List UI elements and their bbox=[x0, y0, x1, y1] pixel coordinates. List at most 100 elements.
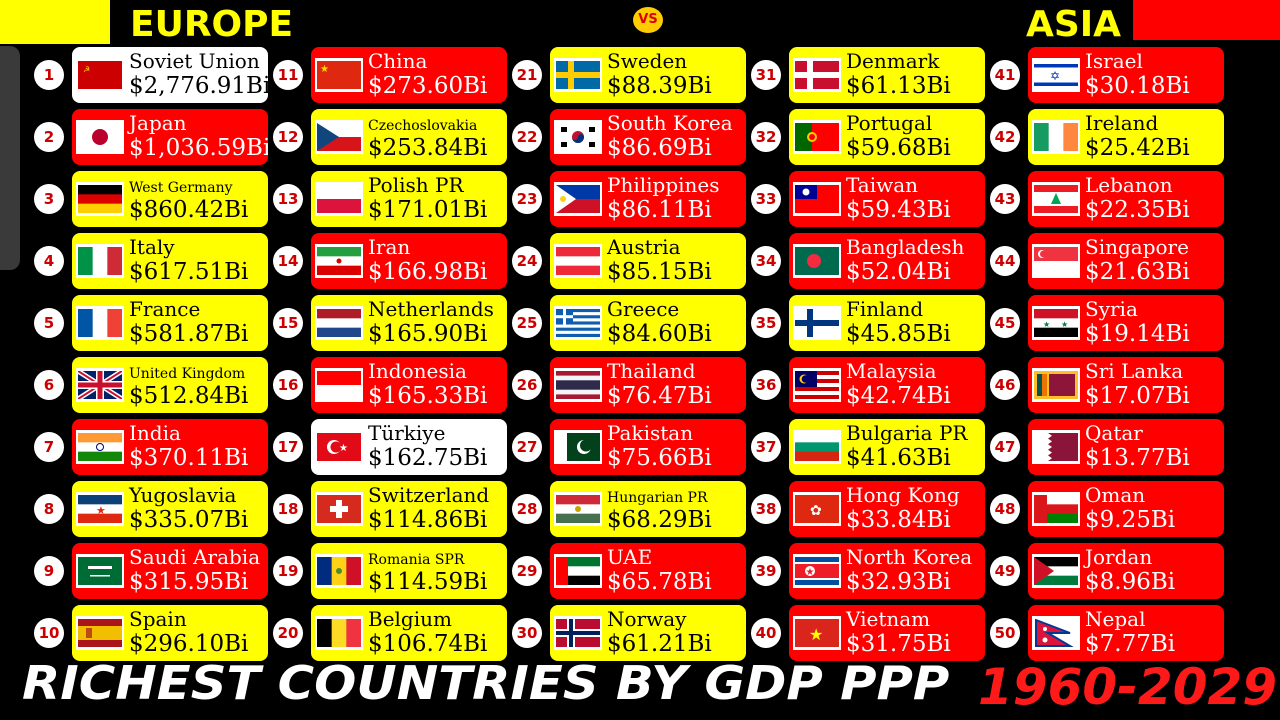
ranking-row: 13 Polish PR $171.01Bi bbox=[273, 171, 507, 227]
gdp-value: $860.42Bi bbox=[129, 197, 249, 223]
yugoslavia-flag-icon: ★ bbox=[76, 492, 124, 526]
country-name: Austria bbox=[607, 235, 681, 259]
rank-badge: 45 bbox=[990, 308, 1020, 338]
country-card: ✿ Hong Kong $33.84Bi bbox=[789, 481, 985, 537]
rank-badge: 10 bbox=[34, 618, 64, 648]
country-name: Soviet Union bbox=[129, 49, 260, 73]
gdp-value: $8.96Bi bbox=[1085, 569, 1176, 595]
country-name: United Kingdom bbox=[129, 366, 246, 382]
country-name: UAE bbox=[607, 545, 653, 569]
ranking-row: 35 Finland $45.85Bi bbox=[751, 295, 985, 351]
rank-badge: 50 bbox=[990, 618, 1020, 648]
rank-badge: 1 bbox=[34, 60, 64, 90]
rank-badge: 40 bbox=[751, 618, 781, 648]
country-name: Yugoslavia bbox=[129, 483, 237, 507]
austria-flag-icon bbox=[554, 244, 602, 278]
ranking-row: 44 Singapore $21.63Bi bbox=[990, 233, 1224, 289]
ranking-row: 31 Denmark $61.13Bi bbox=[751, 47, 985, 103]
rank-badge: 29 bbox=[512, 556, 542, 586]
rank-badge: 39 bbox=[751, 556, 781, 586]
country-card: Oman $9.25Bi bbox=[1028, 481, 1224, 537]
gdp-value: $296.10Bi bbox=[129, 631, 249, 657]
country-name: Singapore bbox=[1085, 235, 1189, 259]
country-name: Jordan bbox=[1085, 545, 1153, 569]
ranking-row: 17 ★ Türkiye $162.75Bi bbox=[273, 419, 507, 475]
taiwan-flag-icon bbox=[793, 182, 841, 216]
country-card: Bangladesh $52.04Bi bbox=[789, 233, 985, 289]
rank-badge: 6 bbox=[34, 370, 64, 400]
country-name: Japan bbox=[129, 111, 187, 135]
country-name: Norway bbox=[607, 607, 687, 631]
ranking-row: 29 UAE $65.78Bi bbox=[512, 543, 746, 599]
country-name: Nepal bbox=[1085, 607, 1146, 631]
country-name: China bbox=[368, 49, 428, 73]
north-korea-flag-icon: ★ bbox=[793, 554, 841, 588]
rank-badge: 48 bbox=[990, 494, 1020, 524]
qatar-flag-icon bbox=[1032, 430, 1080, 464]
top-red-bar bbox=[1133, 0, 1280, 40]
gdp-value: $86.69Bi bbox=[607, 135, 712, 161]
country-name: South Korea bbox=[607, 111, 733, 135]
country-name: Qatar bbox=[1085, 421, 1143, 445]
china-flag-icon: ★ bbox=[315, 58, 363, 92]
rank-badge: 31 bbox=[751, 60, 781, 90]
ranking-row: 45 ★ ★ Syria $19.14Bi bbox=[990, 295, 1224, 351]
rank-badge: 32 bbox=[751, 122, 781, 152]
ranking-row: 16 Indonesia $165.33Bi bbox=[273, 357, 507, 413]
rank-badge: 21 bbox=[512, 60, 542, 90]
ranking-row: 11 ★ China $273.60Bi bbox=[273, 47, 507, 103]
ranking-row: 14 Iran $166.98Bi bbox=[273, 233, 507, 289]
country-name: Romania SPR bbox=[368, 552, 465, 568]
country-name: Philippines bbox=[607, 173, 720, 197]
ranking-row: 24 Austria $85.15Bi bbox=[512, 233, 746, 289]
rank-badge: 38 bbox=[751, 494, 781, 524]
finland-flag-icon bbox=[793, 306, 841, 340]
country-name: Thailand bbox=[607, 359, 696, 383]
country-card: Sweden $88.39Bi bbox=[550, 47, 746, 103]
country-name: Denmark bbox=[846, 49, 940, 73]
gdp-value: $335.07Bi bbox=[129, 507, 249, 533]
country-name: Sweden bbox=[607, 49, 688, 73]
rank-badge: 12 bbox=[273, 122, 303, 152]
ranking-row: 1 ☭ Soviet Union $2,776.91Bi bbox=[34, 47, 268, 103]
svg-text:★: ★ bbox=[806, 567, 815, 578]
rank-badge: 23 bbox=[512, 184, 542, 214]
country-name: North Korea bbox=[846, 545, 973, 569]
gdp-value: $85.15Bi bbox=[607, 259, 712, 285]
rank-badge: 41 bbox=[990, 60, 1020, 90]
bangladesh-flag-icon bbox=[793, 244, 841, 278]
country-name: Bangladesh bbox=[846, 235, 965, 259]
country-card: Bulgaria PR $41.63Bi bbox=[789, 419, 985, 475]
gdp-value: $162.75Bi bbox=[368, 445, 488, 471]
country-name: West Germany bbox=[129, 180, 233, 196]
country-card: Thailand $76.47Bi bbox=[550, 357, 746, 413]
israel-flag-icon: ✡ bbox=[1032, 58, 1080, 92]
switzerland-flag-icon bbox=[315, 492, 363, 526]
country-name: Netherlands bbox=[368, 297, 494, 321]
country-card: Taiwan $59.43Bi bbox=[789, 171, 985, 227]
sweden-flag-icon bbox=[554, 58, 602, 92]
country-card: ★ Türkiye $162.75Bi bbox=[311, 419, 507, 475]
country-name: Pakistan bbox=[607, 421, 694, 445]
country-card: Sri Lanka $17.07Bi bbox=[1028, 357, 1224, 413]
country-card: ★ Vietnam $31.75Bi bbox=[789, 605, 985, 661]
ranking-row: 5 France $581.87Bi bbox=[34, 295, 268, 351]
ranking-row: 46 Sri Lanka $17.07Bi bbox=[990, 357, 1224, 413]
country-card: UAE $65.78Bi bbox=[550, 543, 746, 599]
country-card: France $581.87Bi bbox=[72, 295, 268, 351]
gdp-value: $13.77Bi bbox=[1085, 445, 1190, 471]
rank-badge: 35 bbox=[751, 308, 781, 338]
gdp-value: $2,776.91Bi bbox=[129, 73, 268, 99]
spain-flag-icon bbox=[76, 616, 124, 650]
rank-badge: 18 bbox=[273, 494, 303, 524]
country-name: Hong Kong bbox=[846, 483, 960, 507]
svg-text:★: ★ bbox=[1043, 320, 1050, 329]
side-panel-tab bbox=[0, 46, 20, 270]
country-name: Switzerland bbox=[368, 483, 490, 507]
rank-badge: 28 bbox=[512, 494, 542, 524]
iran-flag-icon bbox=[315, 244, 363, 278]
portugal-flag-icon bbox=[793, 120, 841, 154]
ranking-row: 2 Japan $1,036.59Bi bbox=[34, 109, 268, 165]
ranking-row: 22 South Korea $86.69Bi bbox=[512, 109, 746, 165]
vietnam-flag-icon: ★ bbox=[793, 616, 841, 650]
